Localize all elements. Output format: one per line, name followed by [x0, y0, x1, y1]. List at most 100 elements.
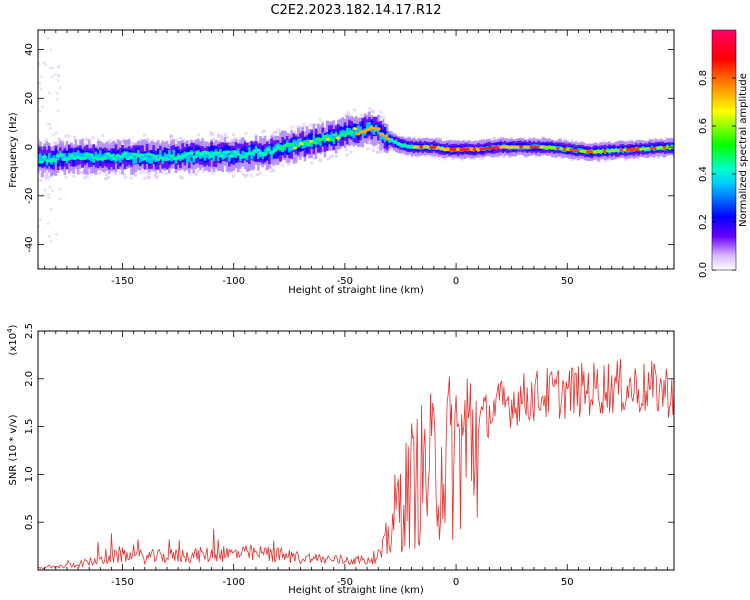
heatmap-haze-cell — [313, 123, 317, 127]
heatmap-haze-cell — [249, 173, 253, 177]
heatmap-haze-cell — [287, 162, 291, 166]
heatmap-band-cell — [92, 155, 95, 163]
heatmap-band-cell — [385, 135, 389, 147]
heatmap-haze-cell — [302, 125, 306, 129]
heatmap-haze-cell — [142, 170, 146, 174]
heatmap-band-cell — [345, 127, 349, 135]
heatmap-band-cell — [52, 155, 55, 163]
heatmap-haze-cell — [139, 171, 143, 175]
heatmap-band-cell — [185, 155, 189, 163]
heatmap-band-cell — [61, 153, 64, 161]
heatmap-haze-cell — [155, 175, 159, 179]
heatmap-haze-cell — [52, 141, 56, 145]
heatmap-haze-cell — [321, 121, 325, 125]
heatmap-haze-cell — [359, 113, 363, 117]
heatmap-band-cell — [245, 153, 249, 161]
heatmap-haze-cell — [44, 63, 47, 66]
snr-xtick-label: 50 — [561, 577, 574, 588]
heatmap-ridge-cell — [329, 138, 334, 142]
heatmap-haze-cell — [38, 110, 42, 113]
heatmap-ridge-cell — [422, 145, 428, 149]
spectrogram-ylabel: Frequency (Hz) — [8, 112, 19, 188]
heatmap-band-cell — [250, 144, 253, 157]
heatmap-haze-cell — [335, 154, 339, 158]
heatmap-ridge-cell — [279, 147, 284, 151]
heatmap-haze-cell — [312, 157, 316, 161]
heatmap-ridge-cell — [52, 158, 58, 162]
heatmap-band-cell — [192, 142, 196, 162]
heatmap-haze-cell — [64, 175, 68, 179]
heatmap-haze-cell — [509, 136, 513, 140]
heatmap-band-cell — [216, 154, 220, 162]
heatmap-haze-cell — [233, 137, 237, 141]
heatmap-haze-cell — [178, 175, 182, 179]
heatmap-ridge-cell — [522, 145, 528, 149]
heatmap-haze-cell — [161, 170, 165, 174]
heatmap-haze-cell — [197, 133, 201, 137]
heatmap-band-cell — [357, 125, 360, 133]
heatmap-band-cell — [72, 154, 75, 166]
heatmap-ridge-cell — [299, 142, 304, 146]
heatmap-haze-cell — [232, 133, 236, 137]
snr-ytick-label: 2.0 — [24, 371, 35, 387]
spectrogram-xtick-label: 50 — [561, 276, 574, 287]
heatmap-ridge-cell — [512, 145, 518, 149]
heatmap-band-cell — [325, 133, 329, 141]
heatmap-ridge-cell — [415, 145, 421, 149]
heatmap-ridge-cell — [125, 157, 131, 161]
heatmap-haze-cell — [262, 129, 266, 133]
heatmap-haze-cell — [101, 134, 105, 138]
heatmap-haze-cell — [194, 173, 198, 177]
heatmap-haze-cell — [608, 157, 612, 161]
heatmap-ridge-cell — [362, 129, 368, 133]
heatmap-haze-cell — [310, 161, 314, 165]
heatmap-haze-cell — [541, 135, 545, 139]
heatmap-haze-cell — [48, 127, 52, 130]
colorbar-label: Normalized spectral amplitude — [738, 73, 749, 227]
heatmap-haze-cell — [209, 131, 213, 135]
heatmap-band-cell — [334, 134, 338, 146]
colorbar: 0.0 0.2 0.4 0.6 0.8 Normalized spectral ampl… — [698, 29, 749, 278]
heatmap-haze-cell — [143, 176, 147, 180]
heatmap-haze-cell — [53, 144, 56, 147]
heatmap-haze-cell — [146, 176, 150, 180]
heatmap-ridge-cell — [532, 145, 538, 149]
heatmap-band-cell — [199, 152, 202, 160]
heatmap-haze-cell — [85, 137, 89, 141]
heatmap-band-cell — [212, 145, 216, 158]
heatmap-haze-cell — [285, 160, 289, 164]
snr-ytick-label: 2.5 — [24, 323, 35, 339]
heatmap-haze-cell — [293, 130, 297, 134]
heatmap-haze-cell — [468, 156, 472, 160]
heatmap-haze-cell — [154, 172, 158, 176]
heatmap-haze-cell — [406, 135, 410, 139]
heatmap-ridge-cell — [235, 152, 241, 156]
heatmap-band-cell — [38, 154, 40, 162]
heatmap-band-cell — [383, 135, 387, 143]
heatmap-band-cell — [263, 149, 267, 157]
heatmap-ridge-cell — [242, 154, 248, 159]
heatmap-band-cell — [359, 126, 362, 134]
heatmap-band-cell — [348, 128, 351, 136]
heatmap-band-cell — [330, 132, 333, 140]
heatmap-haze-cell — [657, 155, 661, 159]
heatmap-haze-cell — [254, 133, 258, 137]
heatmap-ridge-cell — [462, 147, 468, 152]
spectrogram-ytick-label: 20 — [24, 92, 35, 105]
heatmap-ridge-cell — [182, 154, 188, 158]
heatmap-band-cell — [132, 156, 136, 164]
heatmap-band-cell — [316, 137, 320, 145]
snr-ytick-label: 0.5 — [24, 514, 35, 530]
snr-xtick-label: -150 — [111, 577, 134, 588]
heatmap-haze-cell — [122, 138, 126, 142]
heatmap-haze-cell — [52, 133, 55, 137]
heatmap-haze-cell — [64, 134, 68, 138]
heatmap-haze-cell — [38, 225, 40, 228]
heatmap-ridge-cell — [295, 144, 301, 148]
heatmap-band-cell — [372, 127, 376, 135]
heatmap-band-cell — [299, 139, 302, 152]
heatmap-haze-cell — [51, 66, 55, 70]
heatmap-band-cell — [156, 154, 160, 162]
heatmap-band-cell — [228, 154, 231, 162]
heatmap-band-cell — [308, 139, 311, 147]
